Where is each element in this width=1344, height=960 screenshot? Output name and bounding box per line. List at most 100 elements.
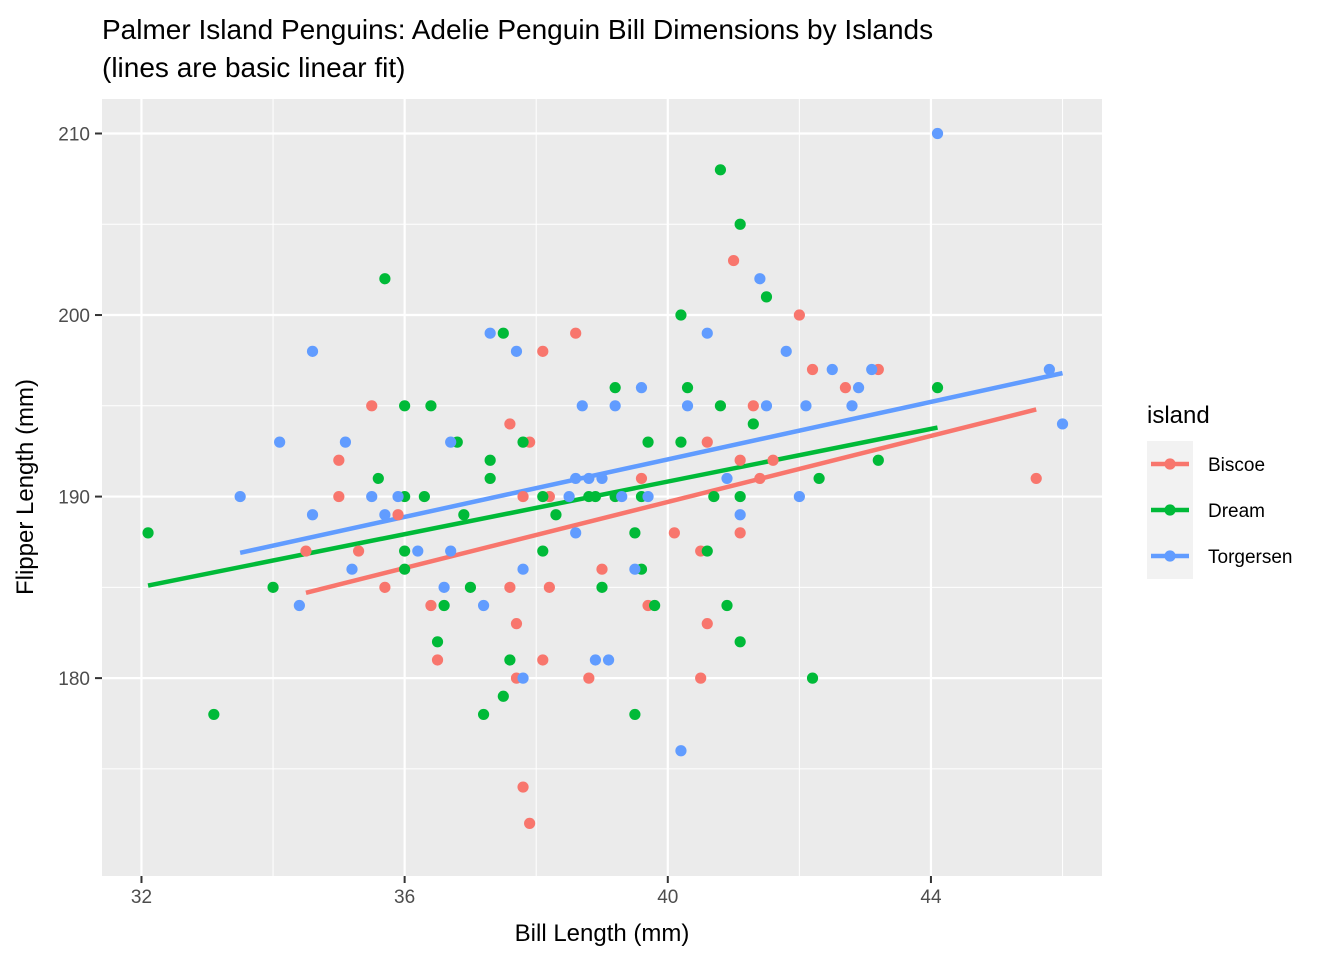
fit-lines (147, 370, 1064, 595)
point-torgersen (734, 509, 746, 521)
point-biscoe (767, 454, 779, 466)
point-torgersen (852, 382, 865, 394)
point-biscoe (366, 400, 378, 412)
point-dream (806, 672, 819, 684)
point-dream (431, 636, 444, 648)
point-torgersen (477, 599, 490, 612)
chart-subtitle: (lines are basic linear fit) (102, 52, 406, 83)
point-biscoe (734, 527, 746, 539)
point-dream (537, 545, 549, 557)
point-dream (418, 490, 430, 503)
legend-label-dream: Dream (1208, 501, 1265, 522)
point-dream (708, 490, 720, 503)
fit-line-dream (147, 425, 938, 588)
point-dream (642, 436, 654, 448)
point-torgersen (517, 563, 529, 575)
point-torgersen (392, 490, 404, 503)
point-dream (721, 599, 733, 612)
point-torgersen (366, 490, 378, 503)
point-dream (550, 509, 562, 521)
point-biscoe (504, 581, 516, 593)
point-dream (484, 472, 496, 485)
fit-line-torgersen (239, 370, 1064, 556)
x-tick-label: 44 (920, 887, 942, 908)
point-torgersen (563, 490, 575, 503)
point-biscoe (425, 599, 437, 612)
point-dream (504, 654, 516, 666)
point-dream (734, 490, 746, 503)
point-torgersen (846, 400, 858, 412)
point-biscoe (379, 581, 391, 593)
point-torgersen (510, 345, 523, 357)
point-dream (760, 291, 773, 303)
point-torgersen (629, 563, 641, 575)
point-torgersen (635, 382, 648, 394)
point-dream (142, 527, 154, 539)
point-torgersen (412, 545, 424, 557)
y-tick-label: 210 (58, 124, 90, 145)
point-dream (931, 382, 944, 394)
point-biscoe (806, 363, 819, 376)
point-biscoe (727, 254, 740, 267)
point-dream (497, 327, 509, 339)
point-torgersen (675, 745, 687, 757)
point-dream (649, 599, 661, 612)
plot-panel (102, 99, 1102, 876)
point-torgersen (701, 327, 713, 339)
point-dream (438, 599, 450, 612)
point-dream (458, 509, 470, 521)
point-biscoe (596, 563, 608, 575)
point-biscoe (754, 472, 766, 485)
point-dream (425, 400, 437, 412)
point-dream (714, 164, 727, 176)
point-torgersen (596, 472, 608, 485)
point-torgersen (793, 490, 805, 503)
point-dream (372, 472, 384, 485)
point-dream (379, 273, 391, 285)
point-torgersen (800, 400, 812, 412)
point-biscoe (701, 436, 713, 448)
point-torgersen (583, 472, 595, 485)
point-biscoe (583, 672, 595, 684)
point-biscoe (504, 418, 516, 430)
point-torgersen (721, 472, 733, 485)
point-dream (714, 400, 727, 412)
y-tick-label: 180 (58, 669, 90, 690)
point-torgersen (570, 527, 582, 539)
point-dream (675, 436, 687, 448)
x-tick-label: 40 (657, 887, 678, 908)
point-torgersen (826, 363, 838, 376)
data-points (142, 127, 1069, 829)
fit-line-biscoe (305, 407, 1037, 595)
point-dream (872, 454, 884, 466)
point-dream (589, 490, 602, 503)
point-torgersen (234, 490, 246, 503)
point-dream (813, 472, 825, 485)
point-torgersen (306, 345, 319, 357)
point-dream (629, 708, 641, 721)
point-dream (629, 527, 641, 539)
point-dream (484, 454, 496, 466)
point-torgersen (681, 400, 694, 412)
point-biscoe (517, 781, 529, 793)
legend-label-biscoe: Biscoe (1208, 455, 1265, 476)
point-biscoe (510, 618, 523, 630)
y-tick-label: 190 (58, 488, 90, 509)
point-biscoe (695, 672, 707, 684)
point-biscoe (1030, 472, 1042, 485)
point-dream (681, 382, 694, 394)
x-tick-label: 36 (394, 887, 415, 908)
legend: island Biscoe Dream Torgersen (1147, 402, 1293, 579)
point-torgersen (339, 436, 352, 448)
point-torgersen (438, 581, 450, 593)
point-torgersen (616, 490, 628, 503)
point-biscoe (537, 345, 549, 357)
point-torgersen (274, 436, 286, 448)
x-axis-label: Bill Length (mm) (515, 920, 690, 947)
point-torgersen (576, 400, 588, 412)
point-biscoe (333, 454, 345, 466)
point-dream (734, 636, 746, 648)
point-dream (537, 490, 549, 503)
point-biscoe (747, 400, 759, 412)
point-dream (399, 400, 411, 412)
